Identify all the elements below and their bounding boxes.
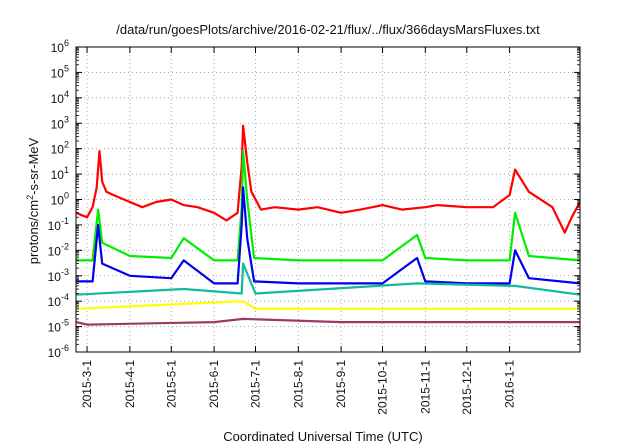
x-tick-labels: 2015-3-1 2015-4-1 2015-5-1 2015-6-1 2015-7-1… [80,360,517,415]
series-line-6 [76,300,580,310]
x-tick-label: 2015-9-1 [334,360,348,408]
x-tick-label: 2016-1-1 [503,360,517,408]
y-tick-labels: 10-6 10-5 10-4 10-3 10-2 10-1 100 101 102 103 104 1… [48,38,69,360]
series-line-1 [76,124,580,234]
y-tick-label: 104 [51,89,69,106]
x-tick-label: 2015-12-1 [460,360,474,415]
y-tick-label: 10-6 [48,343,69,360]
y-tick-label: 10-4 [48,292,69,309]
y-tick-label: 100 [51,191,69,208]
y-tick-label: 103 [51,114,69,131]
y-axis-label-exp: 2 [25,195,35,200]
x-tick-label: 2015-6-1 [207,360,221,408]
x-tick-label: 2015-11-1 [418,360,432,414]
y-tick-label: 10-2 [48,241,69,258]
y-tick-label: 101 [51,165,69,182]
y-axis-label: protons/cm2-s-sr-MeV [25,137,41,264]
series-line-5 [76,262,580,296]
x-tick-label: 2015-3-1 [80,360,94,408]
axis-ticks [76,46,580,353]
y-tick-label: 106 [51,38,69,55]
x-tick-label: 2015-5-1 [164,360,178,408]
y-axis-label-base: protons/cm [26,200,41,264]
y-tick-label: 105 [51,63,69,80]
y-tick-label: 10-1 [48,216,69,233]
y-tick-label: 10-3 [48,267,69,284]
series-line-7 [76,317,580,326]
y-axis-label-rest: -s-sr-MeV [26,137,41,194]
x-axis-label: Coordinated Universal Time (UTC) [223,429,422,444]
y-tick-label: 10-5 [48,318,69,335]
series-line-2 [76,150,580,262]
x-tick-label: 2015-8-1 [291,360,305,408]
series-line-4 [76,186,580,285]
x-tick-label: 2015-10-1 [376,360,390,415]
y-tick-label: 102 [51,140,69,157]
x-tick-label: 2015-7-1 [249,360,263,408]
data-series [76,124,580,326]
series-line-3 [76,241,580,273]
chart-title: /data/run/goesPlots/archive/2016-02-21/f… [116,22,540,37]
x-tick-label: 2015-4-1 [123,360,137,408]
